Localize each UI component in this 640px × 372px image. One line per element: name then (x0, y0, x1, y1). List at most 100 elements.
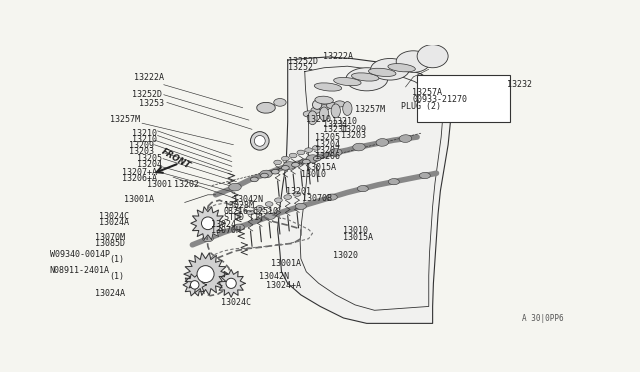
Text: 13207+A: 13207+A (122, 168, 157, 177)
Text: 13024: 13024 (211, 220, 236, 229)
Text: 13222A: 13222A (323, 52, 353, 61)
Ellipse shape (319, 105, 330, 111)
Text: (1): (1) (109, 255, 125, 264)
Ellipse shape (388, 64, 415, 72)
Ellipse shape (312, 145, 320, 150)
Text: 13015A: 13015A (306, 163, 336, 172)
Ellipse shape (260, 173, 268, 178)
Text: 13257A: 13257A (412, 88, 442, 97)
Text: 13222A: 13222A (134, 73, 164, 82)
Text: 13010: 13010 (301, 170, 326, 179)
Ellipse shape (197, 266, 214, 283)
Text: 13085D: 13085D (95, 239, 125, 248)
Ellipse shape (282, 166, 289, 170)
Text: 13257M: 13257M (355, 105, 385, 113)
Ellipse shape (303, 111, 314, 117)
Ellipse shape (305, 148, 312, 153)
Ellipse shape (228, 183, 241, 191)
Text: 13042N: 13042N (259, 272, 289, 280)
Text: FRONT: FRONT (159, 147, 192, 171)
Text: 13015A: 13015A (343, 232, 373, 242)
Ellipse shape (371, 58, 410, 80)
Ellipse shape (346, 68, 388, 91)
Ellipse shape (313, 156, 321, 161)
Text: 13070H: 13070H (211, 226, 241, 235)
Text: 13070M: 13070M (95, 234, 125, 243)
Ellipse shape (226, 278, 236, 288)
Ellipse shape (312, 100, 322, 109)
Text: 13210: 13210 (306, 115, 331, 124)
Text: 13253: 13253 (140, 99, 164, 108)
Ellipse shape (246, 210, 254, 215)
Ellipse shape (333, 77, 361, 86)
Ellipse shape (399, 135, 412, 142)
Ellipse shape (311, 107, 322, 113)
Text: 13203: 13203 (341, 131, 366, 140)
Ellipse shape (334, 101, 345, 107)
Ellipse shape (283, 162, 296, 169)
Ellipse shape (202, 235, 213, 242)
Text: 13252D: 13252D (288, 57, 318, 66)
Ellipse shape (396, 51, 430, 73)
Text: 13020: 13020 (333, 251, 358, 260)
Ellipse shape (191, 280, 199, 289)
Polygon shape (217, 269, 245, 297)
Text: 13001A: 13001A (271, 259, 301, 268)
Ellipse shape (419, 173, 430, 179)
Text: 13202: 13202 (174, 180, 199, 189)
Ellipse shape (303, 159, 310, 164)
Ellipse shape (319, 107, 329, 121)
Text: 13010: 13010 (343, 226, 368, 235)
Ellipse shape (265, 202, 273, 206)
Ellipse shape (275, 198, 282, 202)
Text: 13205: 13205 (137, 154, 162, 163)
Ellipse shape (307, 155, 319, 163)
Text: 13201: 13201 (286, 187, 311, 196)
Ellipse shape (293, 192, 301, 196)
Ellipse shape (274, 99, 286, 106)
Text: (1): (1) (109, 272, 125, 280)
Text: 13231: 13231 (323, 120, 348, 129)
Ellipse shape (326, 102, 337, 109)
Ellipse shape (353, 143, 365, 151)
Bar (417, 76, 510, 122)
Text: 13024+A: 13024+A (266, 281, 301, 290)
Ellipse shape (369, 68, 396, 77)
Ellipse shape (417, 45, 448, 68)
Ellipse shape (330, 148, 342, 156)
Text: 13203: 13203 (129, 147, 154, 156)
Text: 13204: 13204 (315, 140, 340, 149)
Ellipse shape (202, 217, 214, 230)
Ellipse shape (351, 73, 379, 81)
Ellipse shape (254, 135, 265, 146)
Text: 13210: 13210 (132, 135, 157, 144)
Text: 13207: 13207 (315, 146, 340, 155)
Text: W09340-0014P: W09340-0014P (50, 250, 110, 259)
Polygon shape (184, 253, 227, 295)
Ellipse shape (326, 194, 337, 200)
Text: 13024A: 13024A (99, 218, 129, 227)
Ellipse shape (388, 179, 399, 185)
Ellipse shape (284, 195, 292, 199)
Text: 13209: 13209 (129, 141, 154, 150)
Text: 13024A: 13024A (95, 289, 125, 298)
Text: 13210: 13210 (132, 129, 157, 138)
Text: 13028M: 13028M (224, 201, 254, 209)
Text: STUD (1): STUD (1) (224, 212, 264, 222)
Ellipse shape (234, 224, 244, 230)
Text: 13209: 13209 (341, 125, 366, 134)
Text: 13024C: 13024C (99, 212, 129, 221)
Text: PLUG (2): PLUG (2) (401, 102, 442, 111)
Ellipse shape (296, 203, 307, 209)
Polygon shape (191, 207, 225, 240)
Ellipse shape (250, 132, 269, 150)
Text: 13210: 13210 (332, 117, 357, 126)
Ellipse shape (308, 111, 317, 125)
Ellipse shape (282, 156, 289, 161)
Text: 13204: 13204 (137, 160, 162, 169)
Ellipse shape (271, 169, 279, 174)
Text: 13070B: 13070B (302, 194, 332, 203)
Text: 08216-62510: 08216-62510 (224, 207, 279, 216)
Text: 13232: 13232 (507, 80, 532, 89)
Ellipse shape (289, 153, 297, 158)
